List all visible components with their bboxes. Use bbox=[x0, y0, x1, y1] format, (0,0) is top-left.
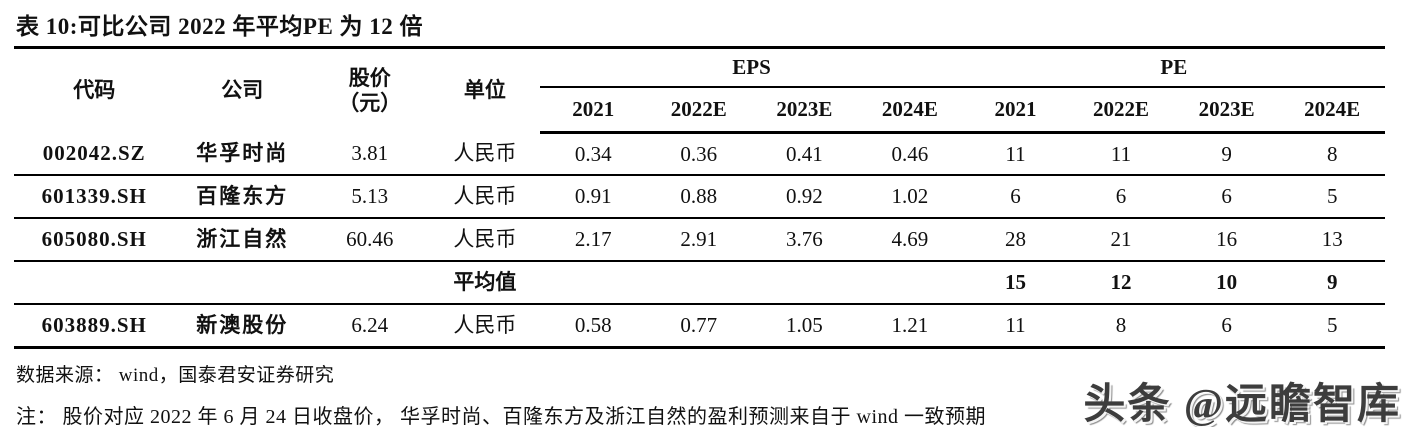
table-title: 表 10:可比公司 2022 年平均PE 为 12 倍 bbox=[14, 0, 1385, 49]
cell-eps-2024e: 0.46 bbox=[857, 132, 963, 176]
cell-eps-2023e: 0.92 bbox=[751, 175, 858, 219]
header-company: 公司 bbox=[221, 78, 264, 103]
table-row-xinao: 603889.SH 新澳股份 6.24 人民币 0.58 0.77 1.05 1… bbox=[14, 304, 1385, 349]
cell-unit: 人民币 bbox=[429, 175, 541, 219]
cell-eps-2021: 0.58 bbox=[540, 304, 646, 349]
cell-company: 浙江自然 bbox=[174, 218, 311, 262]
cell-eps-2022e: 0.77 bbox=[646, 304, 752, 349]
cell-pe-2023e: 6 bbox=[1173, 304, 1280, 349]
header-price-line2: （元） bbox=[338, 90, 402, 115]
table-row-average: 平均值 15 12 10 9 bbox=[14, 261, 1385, 305]
cell-unit: 人民币 bbox=[429, 304, 541, 349]
cell-eps-2023e: 3.76 bbox=[751, 218, 858, 262]
cell-pe-2021: 6 bbox=[962, 175, 1069, 219]
cell-eps-2023e: 1.05 bbox=[751, 304, 858, 349]
header-price: 股价 （元） bbox=[310, 49, 429, 132]
cell-pe-2024e: 5 bbox=[1279, 175, 1385, 219]
cell-empty bbox=[857, 261, 963, 305]
header-group-row: 代码 公司 股价 （元） 单位 EPS PE bbox=[14, 49, 1385, 115]
cell-company: 华孚时尚 bbox=[174, 132, 311, 176]
cell-avg-pe-2024e: 9 bbox=[1279, 261, 1385, 305]
cell-empty bbox=[540, 261, 646, 305]
cell-company: 百隆东方 bbox=[174, 175, 311, 219]
cell-pe-2022e: 8 bbox=[1068, 304, 1174, 349]
cell-eps-2024e: 4.69 bbox=[857, 218, 963, 262]
cell-pe-2022e: 6 bbox=[1068, 175, 1174, 219]
header-pe-2021: 2021 bbox=[962, 87, 1069, 134]
cell-eps-2021: 2.17 bbox=[540, 218, 646, 262]
table-row-huafu: 002042.SZ 华孚时尚 3.81 人民币 0.34 0.36 0.41 0… bbox=[14, 132, 1385, 176]
table-row-zhejiang: 605080.SH 浙江自然 60.46 人民币 2.17 2.91 3.76 … bbox=[14, 218, 1385, 262]
cell-code: 601339.SH bbox=[14, 175, 175, 219]
footnote: 注： 股价对应 2022 年 6 月 24 日收盘价， 华孚时尚、百隆东方及浙江… bbox=[16, 405, 986, 427]
cell-price: 60.46 bbox=[310, 218, 430, 262]
cell-code: 603889.SH bbox=[14, 304, 175, 349]
cell-empty bbox=[174, 261, 311, 305]
cell-code: 605080.SH bbox=[14, 218, 175, 262]
data-source-note: 数据来源： wind，国泰君安证券研究 bbox=[16, 364, 335, 386]
cell-eps-2021: 0.91 bbox=[540, 175, 646, 219]
header-code: 代码 bbox=[73, 78, 116, 103]
cell-pe-2024e: 5 bbox=[1279, 304, 1385, 349]
header-eps-2022e: 2022E bbox=[646, 87, 752, 134]
cell-pe-2023e: 6 bbox=[1173, 175, 1280, 219]
cell-pe-2021: 28 bbox=[962, 218, 1069, 262]
cell-empty bbox=[751, 261, 858, 305]
header-pe-group: PE bbox=[962, 49, 1385, 88]
cell-pe-2022e: 11 bbox=[1068, 132, 1174, 176]
watermark-yuanzhan-zhiku: 头条 @远瞻智库 bbox=[1083, 382, 1401, 427]
header-eps-2021: 2021 bbox=[540, 87, 646, 134]
cell-price: 5.13 bbox=[310, 175, 430, 219]
cell-pe-2021: 11 bbox=[962, 304, 1069, 349]
cell-eps-2024e: 1.21 bbox=[857, 304, 963, 349]
header-pe-2022e: 2022E bbox=[1068, 87, 1174, 134]
cell-eps-2022e: 0.36 bbox=[646, 132, 752, 176]
header-pe-2023e: 2023E bbox=[1173, 87, 1280, 134]
cell-avg-pe-2021: 15 bbox=[962, 261, 1069, 305]
cell-avg-pe-2022e: 12 bbox=[1068, 261, 1174, 305]
cell-average-label: 平均值 bbox=[429, 261, 541, 305]
cell-price: 3.81 bbox=[310, 132, 430, 176]
cell-eps-2022e: 0.88 bbox=[646, 175, 752, 219]
cell-price: 6.24 bbox=[310, 304, 430, 349]
header-eps-2024e: 2024E bbox=[857, 87, 963, 134]
header-pe-2024e: 2024E bbox=[1279, 87, 1385, 134]
cell-avg-pe-2023e: 10 bbox=[1173, 261, 1280, 305]
cell-pe-2021: 11 bbox=[962, 132, 1069, 176]
header-unit: 单位 bbox=[463, 78, 506, 103]
cell-eps-2022e: 2.91 bbox=[646, 218, 752, 262]
header-price-line1: 股价 bbox=[348, 66, 391, 91]
header-year-row: 2021 2022E 2023E 2024E 2021 2022E 2023E … bbox=[14, 87, 1385, 134]
cell-unit: 人民币 bbox=[429, 218, 541, 262]
cell-eps-2021: 0.34 bbox=[540, 132, 646, 176]
cell-company: 新澳股份 bbox=[174, 304, 311, 349]
cell-eps-2023e: 0.41 bbox=[751, 132, 858, 176]
cell-eps-2024e: 1.02 bbox=[857, 175, 963, 219]
cell-code: 002042.SZ bbox=[14, 132, 175, 176]
cell-empty bbox=[646, 261, 752, 305]
cell-pe-2023e: 9 bbox=[1173, 132, 1280, 176]
header-eps-group: EPS bbox=[540, 49, 963, 88]
table-row-bailong: 601339.SH 百隆东方 5.13 人民币 0.91 0.88 0.92 1… bbox=[14, 175, 1385, 219]
comparable-companies-table: 代码 公司 股价 （元） 单位 EPS PE 2021 2022E 2023E … bbox=[14, 49, 1385, 349]
header-eps-2023e: 2023E bbox=[751, 87, 858, 134]
cell-pe-2024e: 13 bbox=[1279, 218, 1385, 262]
cell-unit: 人民币 bbox=[429, 132, 541, 176]
cell-empty bbox=[310, 261, 430, 305]
cell-pe-2022e: 21 bbox=[1068, 218, 1174, 262]
cell-empty bbox=[14, 261, 175, 305]
cell-pe-2024e: 8 bbox=[1279, 132, 1385, 176]
cell-pe-2023e: 16 bbox=[1173, 218, 1280, 262]
